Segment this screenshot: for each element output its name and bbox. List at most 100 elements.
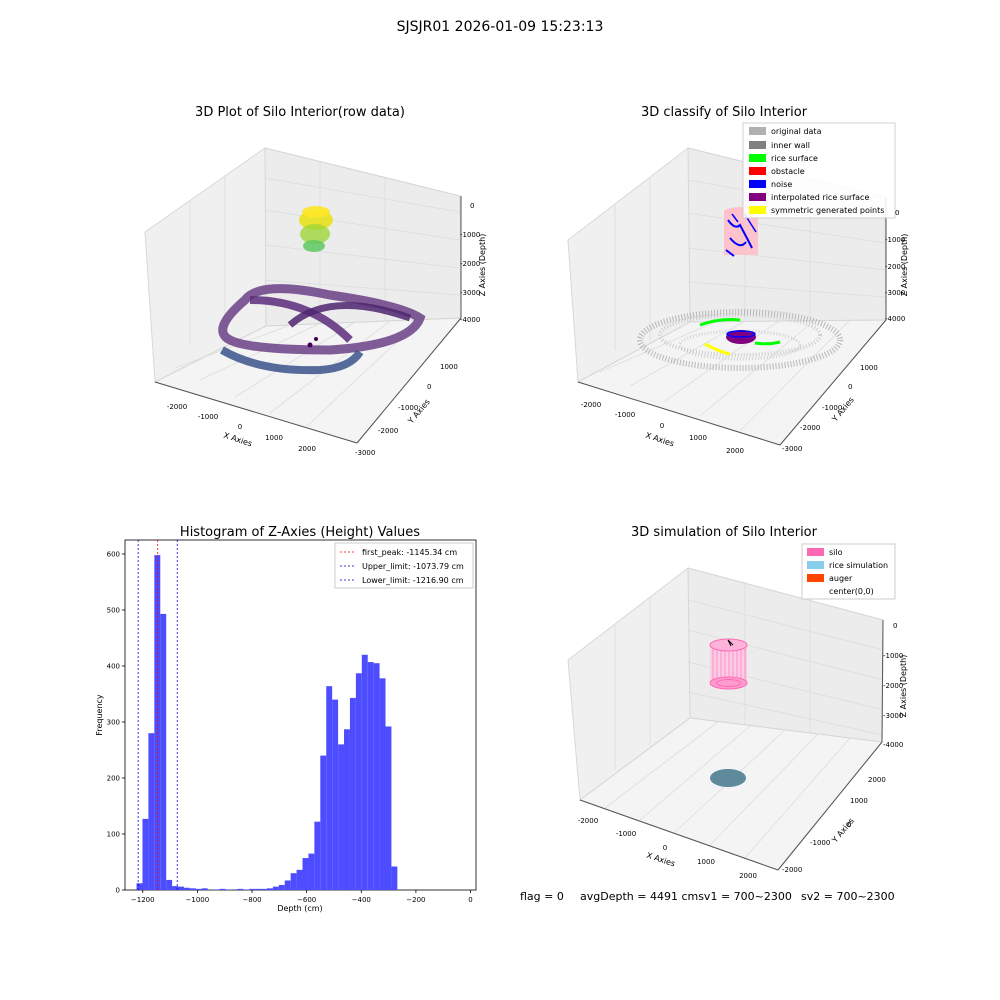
- simulation-silo: [709, 638, 748, 690]
- hist-ytick-label: 100: [107, 831, 120, 839]
- raw-xtick: 2000: [298, 445, 316, 453]
- hist-bar: [213, 889, 220, 890]
- hist-bar: [160, 613, 167, 890]
- simulation-xtick: 2000: [739, 872, 757, 880]
- hist-bar: [261, 888, 267, 890]
- classify-ztick: -4000: [885, 315, 905, 323]
- legend-label-center: center(0,0): [829, 587, 874, 596]
- raw-xtick: 1000: [265, 434, 283, 442]
- hist-bar: [249, 888, 256, 890]
- hist-bar: [166, 879, 173, 890]
- simulation-ytick: -1000: [810, 839, 830, 847]
- raw-ytick: 0: [427, 383, 431, 391]
- hist-bar: [314, 821, 321, 890]
- raw-ztick: 0: [470, 202, 474, 210]
- classify-ztick: -2000: [885, 263, 905, 271]
- hist-bar: [391, 866, 398, 890]
- simulation-ztick: -2000: [883, 682, 903, 690]
- classify-xtick: 2000: [726, 447, 744, 455]
- hist-xtick-label: −400: [352, 896, 371, 904]
- hist-bar: [148, 733, 155, 890]
- classify-3d-y-ticks: -3000 -2000 -1000 0 1000: [782, 364, 878, 453]
- raw-lower-surface: [218, 284, 426, 375]
- hist-bars: [136, 555, 398, 890]
- legend-swatch-rice-surface: [749, 154, 766, 162]
- hist-xtick-label: 0: [468, 896, 472, 904]
- legend-label-original: original data: [771, 127, 822, 136]
- panel-simulation-title: 3D simulation of Silo Interior: [631, 525, 818, 540]
- classify-3d-z-ticks: 0 -1000 -2000 -3000 -4000: [885, 209, 905, 323]
- hist-bar: [367, 662, 374, 890]
- hist-bar: [326, 686, 333, 890]
- hist-bar: [373, 663, 380, 890]
- hist-x-ticks: −1200 −1000 −800 −600 −400 −200 0: [131, 890, 473, 904]
- hist-bar: [344, 729, 350, 890]
- classify-ytick: -2000: [800, 424, 820, 432]
- hist-bar: [361, 654, 368, 890]
- hist-ytick-label: 300: [107, 719, 120, 727]
- hist-bar: [255, 888, 262, 890]
- legend-label-auger: auger: [829, 574, 853, 583]
- hist-bar: [201, 888, 208, 890]
- hist-bar: [195, 888, 202, 890]
- simulation-legend: silo rice simulation auger center(0,0): [801, 543, 896, 600]
- legend-swatch-symmetric: [749, 206, 766, 214]
- hist-bar: [172, 886, 179, 890]
- classify-z-label: Z Axies (Depth): [900, 234, 909, 297]
- simulation-3d-z-ticks: 0 -1000 -2000 -3000 -4000: [883, 622, 903, 749]
- simulation-xtick: 0: [663, 844, 667, 852]
- raw-3d-z-ticks: 0 -1000 -2000 -3000 -4000: [460, 202, 480, 324]
- hist-bar: [154, 555, 161, 890]
- footer-flag: flag = 0: [520, 890, 564, 903]
- simulation-ztick: -3000: [883, 712, 903, 720]
- hist-bar: [178, 886, 184, 890]
- hist-bar: [284, 880, 291, 890]
- hist-bar: [183, 887, 190, 890]
- simulation-xtick: 1000: [697, 858, 715, 866]
- hist-bar: [338, 744, 345, 890]
- classify-ztick: -3000: [885, 289, 905, 297]
- classify-interpolated-surface: [726, 330, 756, 344]
- raw-xtick: -2000: [167, 403, 187, 411]
- legend-swatch-silo: [807, 548, 824, 556]
- legend-label-obstacle: obstacle: [771, 167, 805, 176]
- hist-bar: [332, 699, 339, 890]
- simulation-rice-disk: [710, 769, 746, 787]
- hist-bar: [355, 673, 362, 890]
- legend-swatch-interpolated: [749, 193, 766, 201]
- classify-original-data-ring: [637, 309, 843, 371]
- simulation-3d-panes: [567, 567, 884, 871]
- hist-ytick-label: 500: [107, 607, 120, 615]
- hist-plot-area: [124, 539, 477, 891]
- hist-bar: [290, 873, 297, 890]
- hist-ytick-label: 400: [107, 663, 120, 671]
- hist-bar: [349, 697, 356, 890]
- classify-ztick: -1000: [885, 236, 905, 244]
- panel-histogram: Histogram of Z-Axies (Height) Values −12…: [95, 525, 477, 913]
- panel-raw-title: 3D Plot of Silo Interior(row data): [195, 105, 405, 120]
- simulation-ytick: 2000: [868, 776, 886, 784]
- raw-ytick: 1000: [440, 363, 458, 371]
- raw-3d-y-ticks: -3000 -2000 -1000 0 1000: [355, 363, 458, 457]
- legend-label-lower-limit: Lower_limit: -1216.90 cm: [362, 576, 464, 585]
- raw-ztick: -4000: [460, 316, 480, 324]
- raw-3d-x-ticks: -2000 -1000 0 1000 2000: [167, 403, 316, 453]
- hist-bar: [296, 869, 303, 890]
- hist-bar: [320, 755, 327, 890]
- hist-ytick-label: 600: [107, 551, 120, 559]
- hist-xtick-label: −600: [297, 896, 316, 904]
- legend-label-silo: silo: [829, 548, 843, 557]
- legend-label-upper-limit: Upper_limit: -1073.79 cm: [362, 562, 464, 571]
- simulation-ztick: -1000: [883, 652, 903, 660]
- simulation-xtick: -2000: [578, 817, 598, 825]
- hist-bar: [379, 678, 386, 890]
- hist-xtick-label: −200: [406, 896, 425, 904]
- hist-xtick-label: −800: [242, 896, 261, 904]
- hist-bar: [237, 888, 244, 890]
- simulation-xtick: -1000: [616, 830, 636, 838]
- hist-xtick-label: −1000: [186, 896, 210, 904]
- hist-bar: [136, 883, 143, 890]
- hist-bar: [272, 886, 279, 890]
- raw-ytick: -3000: [355, 449, 375, 457]
- classify-xtick: 1000: [689, 434, 707, 442]
